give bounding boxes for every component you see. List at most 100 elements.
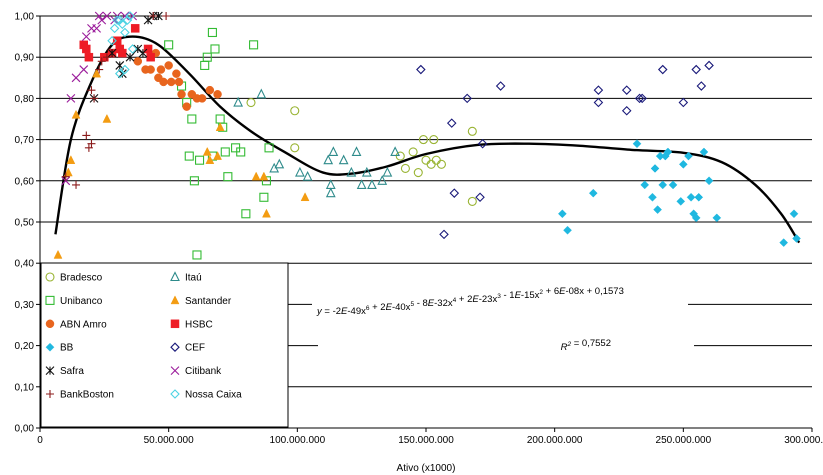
point-cef <box>495 81 506 91</box>
data-points <box>53 11 801 260</box>
point-santander <box>251 171 261 181</box>
point-santander <box>215 122 225 131</box>
legend-label-bb: BB <box>60 343 74 354</box>
trend-equation-part: E <box>472 294 479 305</box>
point-cef <box>637 93 647 104</box>
trend-equation-part: E <box>341 306 348 317</box>
point-abn-amro <box>159 77 168 87</box>
point-bradesco <box>395 151 405 161</box>
point-ita- <box>346 166 357 177</box>
point-cef <box>704 60 714 71</box>
legend-label-santander: Santander <box>185 296 232 307</box>
legend-label-unibanco: Unibanco <box>60 296 103 307</box>
trend-equation-part: = -2 <box>322 306 341 317</box>
point-bradesco <box>429 135 439 145</box>
r2-backdrop <box>318 339 694 353</box>
point-safra <box>107 48 117 58</box>
point-bankboston <box>102 53 111 62</box>
point-citibank <box>71 73 81 83</box>
point-ita- <box>351 146 362 157</box>
point-unibanco <box>187 114 197 124</box>
point-bradesco <box>246 97 256 108</box>
point-abn-amro <box>182 102 191 111</box>
point-ita- <box>274 158 285 169</box>
x-tick-label: 150.000.000 <box>398 435 454 446</box>
point-citibank <box>102 11 112 21</box>
series-ita- <box>233 88 401 198</box>
point-santander <box>92 68 102 78</box>
point-nossa-caixa <box>112 15 122 25</box>
legend-label-nossa-caixa: Nossa Caixa <box>185 390 242 401</box>
point-nossa-caixa <box>114 15 125 25</box>
y-tick-label: 0,20 <box>15 341 35 352</box>
point-santander <box>213 151 222 160</box>
point-nossa-caixa <box>107 35 117 46</box>
point-ita- <box>328 146 339 157</box>
point-bradesco <box>400 163 410 173</box>
point-citibank <box>94 11 104 21</box>
legend-label-hsbc: HSBC <box>185 319 213 330</box>
point-unibanco <box>189 176 199 186</box>
point-hsbc <box>146 52 155 62</box>
r-squared-sup: 2 <box>566 341 571 348</box>
point-bb <box>704 176 714 186</box>
point-bankboston <box>149 12 158 20</box>
legend-marker-bb <box>45 342 55 352</box>
x-tick-label: 300.000.000 <box>784 435 823 446</box>
legend-marker-nossa-caixa <box>170 389 180 399</box>
point-bb <box>658 180 668 190</box>
point-hsbc <box>143 44 153 54</box>
point-ita- <box>323 154 334 165</box>
point-unibanco <box>184 151 194 161</box>
point-abn-amro <box>197 94 207 103</box>
point-abn-amro <box>177 90 186 99</box>
point-santander <box>259 171 269 181</box>
point-nossa-caixa <box>127 44 138 54</box>
trend-equation-part: E <box>559 286 566 297</box>
point-unibanco <box>202 52 212 62</box>
point-bb <box>691 213 701 223</box>
point-cef <box>621 105 632 116</box>
point-bb <box>712 213 722 223</box>
y-tick-label: 1,00 <box>15 12 35 23</box>
point-bb <box>663 147 673 157</box>
trend-equation-part: - 1 <box>501 290 515 301</box>
trend-equation-sup: 4 <box>453 297 457 304</box>
point-santander <box>202 146 212 156</box>
point-ita- <box>325 187 336 198</box>
trend-equation-part: -32x <box>434 298 453 309</box>
point-unibanco <box>223 172 233 182</box>
point-santander <box>205 155 215 164</box>
point-nossa-caixa <box>109 23 120 34</box>
point-cef <box>593 85 604 95</box>
point-bradesco <box>467 196 477 206</box>
trend-equation-sup: 2 <box>539 289 543 296</box>
point-hsbc <box>82 44 91 54</box>
point-bankboston <box>87 86 96 95</box>
point-abn-amro <box>156 65 166 74</box>
point-safra <box>143 15 153 25</box>
point-bankboston <box>84 143 93 152</box>
point-bradesco <box>290 106 300 116</box>
legend-marker-hsbc <box>170 319 180 329</box>
point-safra <box>133 44 143 54</box>
x-tick-label: 100.000.000 <box>270 435 326 446</box>
trend-equation-part: E <box>428 298 435 309</box>
point-hsbc <box>118 48 127 58</box>
point-cef <box>462 93 472 104</box>
legend-label-abn-amro: ABN Amro <box>60 319 107 330</box>
trend-equation-part: -15x <box>521 290 540 301</box>
point-cef <box>691 64 701 75</box>
y-tick-label: 0,10 <box>15 382 35 393</box>
point-bankboston <box>162 12 171 20</box>
point-cef <box>678 97 689 108</box>
point-safra <box>125 52 135 62</box>
point-bb <box>676 197 686 206</box>
x-tick-label: 0 <box>37 435 43 446</box>
point-bankboston <box>97 57 106 66</box>
annotations: y = -2E-49x6 + 2E-40x5 - 8E-32x4 + 2E-23… <box>312 286 694 353</box>
point-ita- <box>390 146 401 157</box>
point-ita- <box>361 166 372 177</box>
point-citibank <box>97 15 107 25</box>
point-cef <box>657 64 668 75</box>
